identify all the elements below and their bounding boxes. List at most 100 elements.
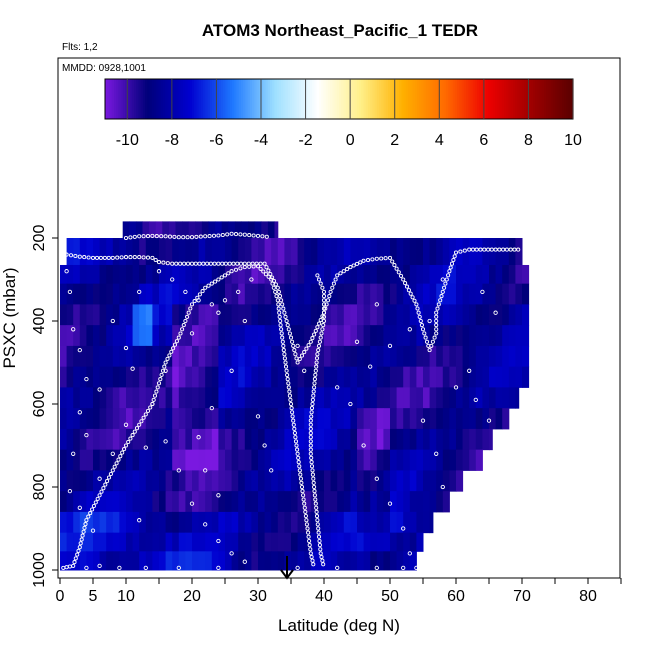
track-point <box>176 235 181 240</box>
track-point <box>312 385 317 390</box>
track-point <box>306 534 311 539</box>
track-point <box>434 331 439 336</box>
colorbar-swatch <box>546 79 550 119</box>
heatmap-cell <box>132 470 140 492</box>
heatmap-cell <box>152 408 160 430</box>
track-point <box>209 281 214 286</box>
heatmap-cell <box>416 283 424 305</box>
track-point <box>82 255 87 260</box>
heatmap-cell <box>66 532 74 552</box>
sample-point <box>137 518 142 523</box>
track-point <box>318 335 323 340</box>
colorbar-swatch <box>323 79 327 119</box>
track-point <box>79 537 84 542</box>
colorbar-swatch <box>385 79 389 119</box>
sample-point <box>374 476 379 481</box>
track-point <box>394 266 399 271</box>
heatmap-cell <box>264 491 272 513</box>
track-point <box>298 472 303 477</box>
colorbar-swatch <box>263 79 267 119</box>
heatmap-cell <box>66 366 74 388</box>
heatmap-cell <box>112 428 120 451</box>
heatmap-cell <box>159 408 167 430</box>
colorbar-swatch <box>289 79 293 119</box>
sample-point <box>453 509 459 515</box>
colorbar-swatch <box>450 79 454 119</box>
colorbar-swatch <box>483 79 487 119</box>
heatmap-cell <box>126 408 134 430</box>
heatmap-cell <box>508 264 516 285</box>
heatmap-cell <box>225 511 233 534</box>
heatmap-cell <box>106 387 114 409</box>
heatmap-cell <box>79 366 87 388</box>
heatmap-cell <box>218 491 226 513</box>
colorbar-swatch <box>120 79 124 119</box>
heatmap-cell <box>225 428 233 451</box>
heatmap-cell <box>106 532 114 552</box>
track-point <box>444 277 449 282</box>
colorbar-tick-label: 4 <box>435 132 444 149</box>
heatmap-cell <box>225 387 233 409</box>
heatmap-cell <box>215 221 223 239</box>
track-point <box>229 269 234 274</box>
heatmap-cell <box>231 491 239 513</box>
heatmap-cell <box>442 449 450 471</box>
heatmap-cell <box>192 304 200 326</box>
colorbar-swatch <box>477 79 480 119</box>
heatmap-cell <box>211 264 219 285</box>
heatmap-cell <box>60 366 68 388</box>
track-point <box>314 509 319 514</box>
heatmap-cell <box>370 238 378 266</box>
heatmap-cell <box>79 283 87 305</box>
colorbar-swatch <box>145 79 148 119</box>
y-tick-label: 200 <box>31 225 48 252</box>
heatmap-cell <box>456 470 464 492</box>
heatmap-cell <box>376 428 384 451</box>
colorbar-swatch <box>376 79 380 119</box>
track-point <box>314 364 319 369</box>
heatmap-cell <box>370 387 378 409</box>
colorbar-swatch <box>225 79 229 119</box>
heatmap-cell <box>337 345 345 368</box>
heatmap-cell <box>119 428 127 451</box>
colorbar-swatch <box>156 79 160 119</box>
heatmap-cell <box>159 511 167 534</box>
heatmap-cell <box>165 264 173 285</box>
heatmap-cell <box>383 408 391 430</box>
heatmap-cell <box>462 408 470 430</box>
track-point <box>185 261 191 266</box>
heatmap-cell <box>502 387 510 409</box>
heatmap-cell <box>112 325 120 347</box>
heatmap-cell <box>185 345 193 368</box>
track-point <box>287 331 292 336</box>
heatmap-cell <box>66 325 74 347</box>
heatmap-cell <box>436 366 444 388</box>
colorbar-swatch <box>167 79 171 119</box>
heatmap-cell <box>225 532 233 552</box>
heatmap-cell <box>192 408 200 430</box>
heatmap-cell <box>337 408 345 430</box>
track-point <box>290 414 295 419</box>
sample-point <box>216 493 221 498</box>
heatmap-cell <box>337 532 345 552</box>
heatmap-cell <box>304 470 312 492</box>
heatmap-cell <box>93 325 101 347</box>
sample-point <box>110 451 115 456</box>
track-point <box>434 318 439 324</box>
heatmap-cell <box>376 449 384 471</box>
track-point <box>280 339 285 344</box>
sample-point <box>209 405 214 411</box>
track-point <box>80 533 85 538</box>
track-point <box>321 323 326 328</box>
colorbar-swatch <box>216 79 220 119</box>
track-point <box>297 468 302 473</box>
heatmap-cell <box>502 264 510 285</box>
colorbar-swatch <box>180 79 184 119</box>
colorbar-swatch <box>437 79 440 119</box>
colorbar-swatch <box>363 79 367 119</box>
track-point <box>292 348 297 353</box>
heatmap-cell <box>436 283 444 305</box>
heatmap-cell <box>429 449 437 471</box>
sample-point <box>216 565 221 571</box>
heatmap-cell <box>277 491 285 513</box>
